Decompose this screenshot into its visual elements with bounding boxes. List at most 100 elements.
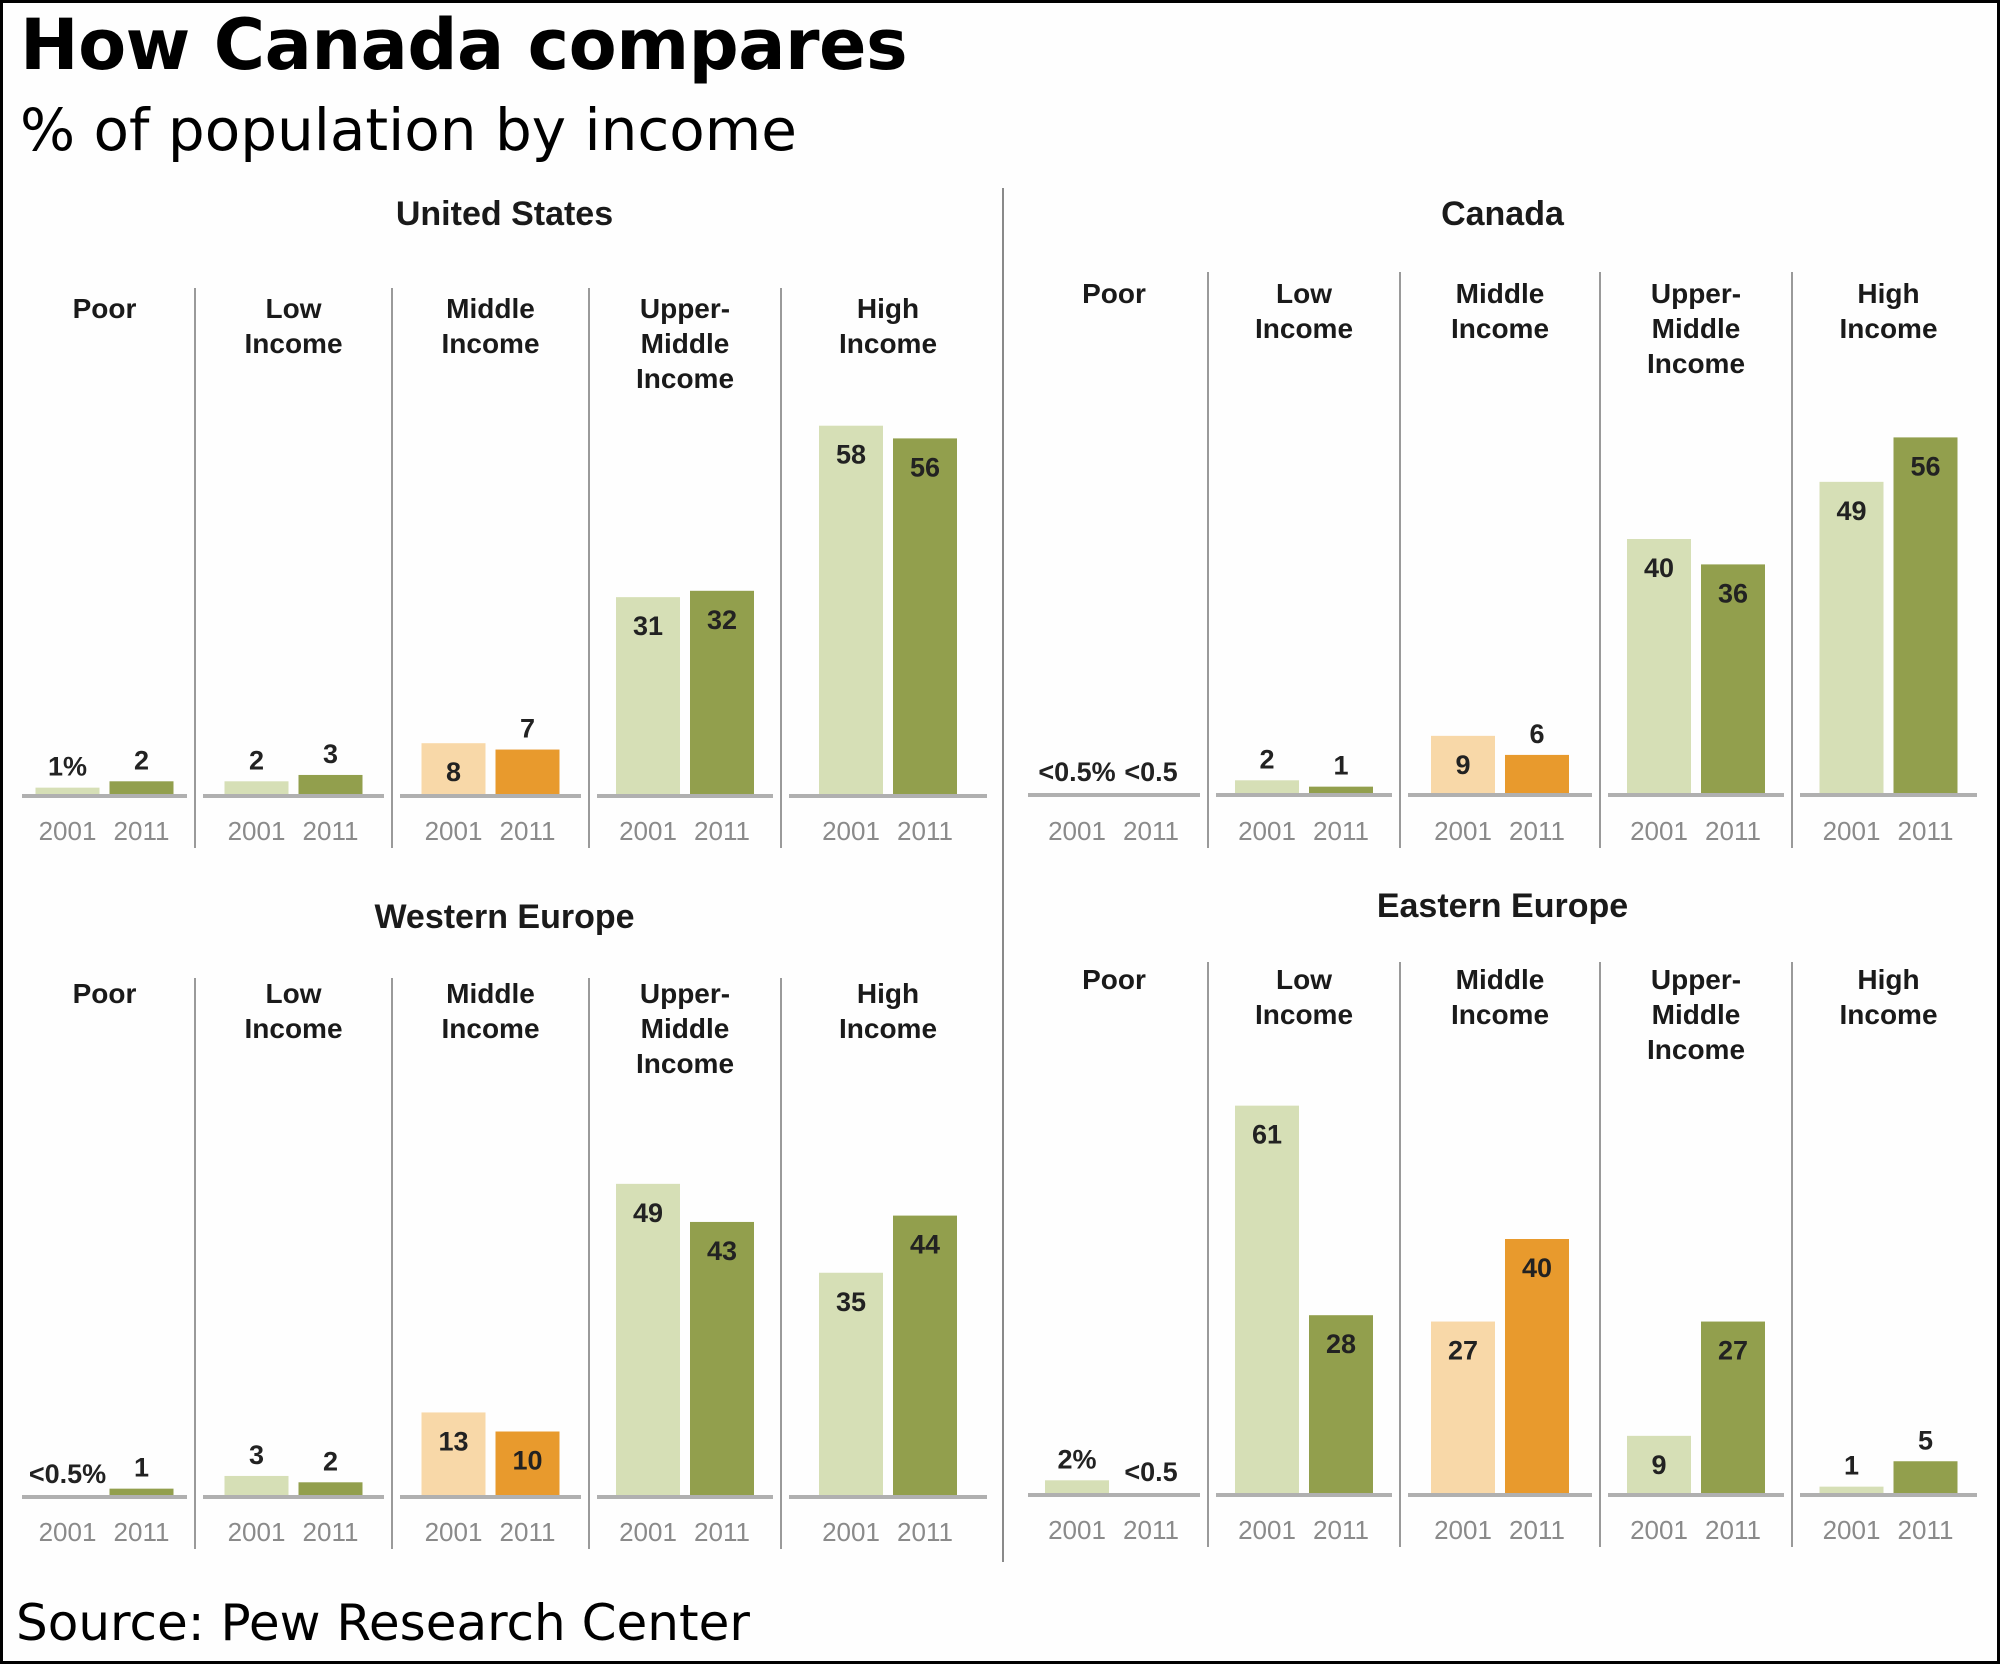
bar-2011 [1701,564,1765,793]
bar-2001 [1819,1486,1884,1493]
value-label: 61 [1252,1120,1282,1150]
category-label: Income [1451,999,1549,1030]
category-group: High Income 49 2001 56 2011 [1791,272,1977,848]
category-group: Low Income 2 2001 3 2011 [194,288,384,848]
year-label: 2011 [1705,1515,1761,1545]
value-label: 43 [707,1236,737,1266]
bar-2001 [421,743,486,794]
bar-2011 [1309,1315,1373,1493]
bar-2001 [35,787,100,794]
category-group: Poor 1% 2001 2 2011 [22,293,187,846]
bar-2001 [1627,539,1691,793]
year-label: 2001 [1434,1515,1492,1545]
value-label: 7 [520,714,535,744]
value-label: 44 [910,1230,940,1260]
bar-2001 [1627,1435,1691,1493]
category-group: High Income 58 2001 56 2011 [780,288,987,848]
category-label: High [1857,278,1919,309]
value-label: 6 [1529,719,1544,749]
value-label: 36 [1718,578,1748,608]
category-label: Income [1839,999,1937,1030]
year-label: 2011 [1705,816,1761,846]
category-group: High Income 35 2001 44 2011 [780,978,987,1549]
year-label: 2011 [303,1517,359,1547]
bar-2011 [1309,786,1373,793]
value-label: 31 [633,611,663,641]
year-label: 2011 [1123,816,1179,846]
year-label: 2001 [39,1517,97,1547]
value-label: 27 [1718,1336,1748,1366]
value-label: 28 [1326,1329,1356,1359]
year-label: 2001 [619,816,677,846]
category-group: Upper- Middle Income 49 2001 43 2011 [588,978,773,1549]
category-group: Middle Income 27 2001 40 2011 [1399,962,1592,1547]
category-label: Income [1451,313,1549,344]
year-label: 2001 [1823,1515,1881,1545]
bar-2011 [893,1215,957,1495]
value-label: 5 [1918,1425,1933,1455]
year-label: 2001 [1630,816,1688,846]
source-note: Source: Pew Research Center [16,1594,750,1652]
category-label: Income [244,328,342,359]
year-label: 2001 [228,816,286,846]
bar-2011 [1893,1461,1958,1493]
year-label: 2011 [1898,1515,1954,1545]
year-label: 2001 [425,816,483,846]
category-label: Upper- [1651,278,1741,309]
bar-2011 [298,1482,363,1495]
value-label: 3 [249,1440,264,1470]
category-label: Income [839,328,937,359]
category-label: Income [1647,348,1745,379]
category-label: High [857,978,919,1009]
category-label: Income [1255,999,1353,1030]
category-label: Income [244,1013,342,1044]
year-label: 2011 [1123,1515,1179,1545]
category-label: Income [1839,313,1937,344]
bar-2011 [109,1488,174,1495]
year-label: 2011 [897,816,953,846]
value-label: 9 [1651,1450,1666,1480]
category-group: Upper- Middle Income 9 2001 27 2011 [1599,962,1784,1547]
value-label: 2 [323,1446,338,1476]
bar-2011 [1893,437,1958,793]
bar-2011 [690,590,754,794]
value-label: 27 [1448,1336,1478,1366]
value-label: 35 [836,1287,866,1317]
bar-2001 [819,1272,883,1495]
category-label: Poor [73,978,137,1009]
value-label: 2 [1259,744,1274,774]
category-label: Poor [73,293,137,324]
category-label: Low [1276,278,1332,309]
page-subtitle: % of population by income [20,96,797,164]
bar-2011 [495,749,560,794]
year-label: 2011 [114,816,170,846]
category-group: Poor 2% 2001 <0.5 2011 [1028,964,1200,1545]
bar-2001 [1819,481,1884,793]
year-label: 2001 [39,816,97,846]
bar-2001 [1235,1105,1299,1493]
category-label: Low [266,293,322,324]
panel-canada: Canada Poor <0.5% 2001 <0.5 2011 Low Income 2 200… [1028,195,1977,848]
value-label: 2% [1057,1444,1096,1474]
category-label: Income [636,1048,734,1079]
year-label: 2001 [228,1517,286,1547]
year-label: 2001 [1434,816,1492,846]
year-label: 2011 [1313,1515,1369,1545]
value-label: <0.5% [1038,757,1115,787]
bar-2001 [1235,780,1299,793]
category-label: Middle [1652,999,1741,1030]
value-label: 40 [1522,1253,1552,1283]
category-label: Middle [1456,964,1545,995]
category-group: Middle Income 13 2001 10 2011 [391,978,581,1549]
category-group: Middle Income 9 2001 6 2011 [1399,272,1592,848]
year-label: 2001 [822,1517,880,1547]
panel-title: United States [396,195,613,233]
panel-western-europe: Western Europe Poor <0.5% 2001 1 2011 Low Incom… [22,898,987,1549]
category-group: Low Income 3 2001 2 2011 [194,978,384,1549]
value-label: 56 [1910,451,1940,481]
bar-2011 [690,1221,754,1495]
value-label: 49 [633,1198,663,1228]
category-label: Upper- [640,293,730,324]
year-label: 2011 [1509,816,1565,846]
